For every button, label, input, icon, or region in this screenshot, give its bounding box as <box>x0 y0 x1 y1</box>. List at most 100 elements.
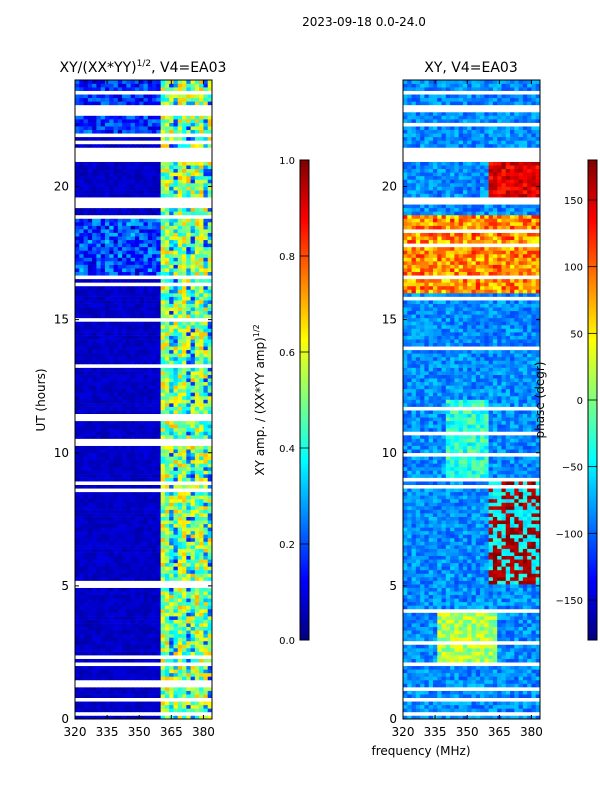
heatmap-cell <box>160 573 166 578</box>
heatmap-cell <box>104 371 110 375</box>
heatmap-cell <box>109 623 114 627</box>
heatmap-cell <box>143 545 149 549</box>
heatmap-cell <box>203 601 209 606</box>
heatmap-cell <box>92 332 97 336</box>
heatmap-cell <box>79 569 84 574</box>
heatmap-cell <box>130 275 136 280</box>
heatmap-cell <box>186 303 191 308</box>
heatmap-cell <box>117 580 123 585</box>
heatmap-cell <box>194 694 200 698</box>
heatmap-cell <box>177 307 183 312</box>
heatmap-cell <box>173 530 179 535</box>
heatmap-cell <box>100 601 106 606</box>
heatmap-cell <box>130 548 136 553</box>
heatmap-cell <box>104 321 110 326</box>
heatmap-cell <box>130 261 136 265</box>
heatmap-cell <box>177 342 183 347</box>
heatmap-cell <box>87 236 93 241</box>
heatmap-cell <box>83 665 89 670</box>
heatmap-cell <box>143 463 149 468</box>
heatmap-cell <box>152 711 157 716</box>
heatmap-cell <box>92 388 97 393</box>
heatmap-cell <box>75 435 80 439</box>
heatmap-cell <box>152 456 157 461</box>
heatmap-cell <box>173 193 179 198</box>
heatmap-cell <box>186 612 191 617</box>
heatmap-cell <box>113 470 119 475</box>
heatmap-cell <box>182 222 187 226</box>
heatmap-cell <box>169 566 174 571</box>
heatmap-cell <box>96 687 102 691</box>
heatmap-cell <box>113 559 119 564</box>
heatmap-cell <box>134 193 140 198</box>
heatmap-cell <box>100 214 106 219</box>
heatmap-cell <box>113 640 119 645</box>
heatmap-cell <box>92 644 97 649</box>
heatmap-cell <box>100 676 106 681</box>
heatmap-cell <box>96 214 102 219</box>
heatmap-cell <box>104 229 110 233</box>
heatmap-cell <box>109 452 114 457</box>
heatmap-cell <box>100 534 106 539</box>
heatmap-cell <box>207 562 212 567</box>
heatmap-cell <box>79 175 84 180</box>
heatmap-cell <box>164 459 170 464</box>
heatmap-cell <box>117 474 123 478</box>
heatmap-cell <box>156 598 162 603</box>
heatmap-cell <box>117 708 123 713</box>
heatmap-cell <box>100 268 106 272</box>
heatmap-cell <box>126 456 132 461</box>
heatmap-cell <box>134 385 140 390</box>
heatmap-cell <box>177 541 183 546</box>
heatmap-cell <box>160 257 166 262</box>
heatmap-cell <box>75 339 80 343</box>
heatmap-cell <box>122 477 127 482</box>
heatmap-cell <box>177 229 183 233</box>
heatmap-cell <box>147 690 153 695</box>
heatmap-cell <box>113 466 119 471</box>
heatmap-cell <box>177 445 183 450</box>
heatmap-cell <box>173 694 179 698</box>
heatmap-cell <box>147 172 153 177</box>
heatmap-cell <box>79 520 84 525</box>
heatmap-cell <box>96 438 102 443</box>
heatmap-cell <box>186 353 191 358</box>
heatmap-cell <box>117 300 123 304</box>
heatmap-cell <box>203 449 209 454</box>
heatmap-cell <box>113 577 119 581</box>
heatmap-cell <box>100 669 106 674</box>
heatmap-cell <box>143 470 149 475</box>
heatmap-cell <box>75 289 80 294</box>
heatmap-cell <box>199 648 204 652</box>
heatmap-cell <box>92 580 97 585</box>
heatmap-cell <box>79 484 84 489</box>
heatmap-cell <box>96 520 102 525</box>
heatmap-cell <box>75 651 80 656</box>
heatmap-cell <box>122 559 127 564</box>
heatmap-cell <box>83 697 89 702</box>
heatmap-cell <box>177 438 183 443</box>
heatmap-cell <box>160 388 166 393</box>
heatmap-cell <box>83 580 89 585</box>
heatmap-cell <box>169 413 174 418</box>
heatmap-cell <box>134 356 140 361</box>
heatmap-cell <box>134 285 140 290</box>
heatmap-cell <box>96 193 102 198</box>
heatmap-cell <box>117 506 123 510</box>
heatmap-cell <box>113 669 119 674</box>
heatmap-cell <box>130 683 136 688</box>
heatmap-cell <box>79 598 84 603</box>
heatmap-cell <box>177 395 183 400</box>
heatmap-cell <box>113 257 119 262</box>
heatmap-cell <box>164 172 170 177</box>
heatmap-cell <box>122 261 127 265</box>
heatmap-cell <box>104 310 110 315</box>
heatmap-cell <box>96 218 102 223</box>
heatmap-cell <box>100 253 106 258</box>
heatmap-cell <box>130 353 136 358</box>
heatmap-cell <box>182 545 187 549</box>
heatmap-cell <box>134 293 140 297</box>
heatmap-cell <box>83 282 89 287</box>
heatmap-cell <box>147 182 153 187</box>
heatmap-cell <box>152 470 157 475</box>
